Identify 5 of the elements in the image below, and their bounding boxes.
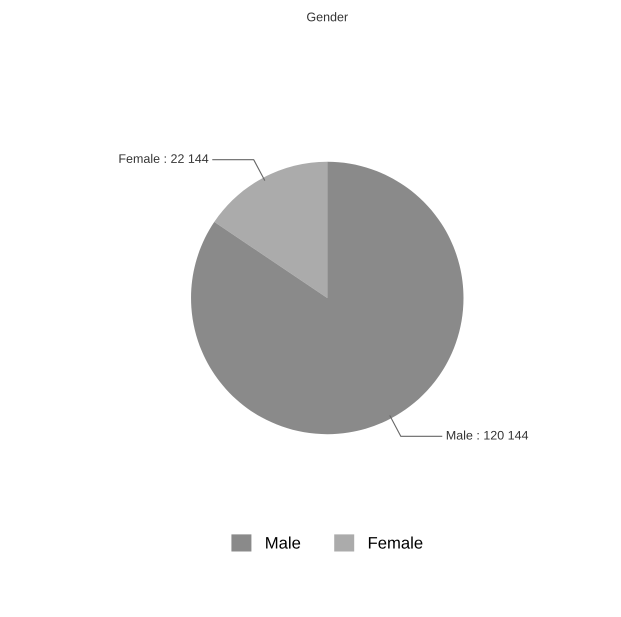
data-label: Female : 22 144 <box>119 154 208 164</box>
chart-title: Gender <box>307 12 348 22</box>
legend-label: Female <box>368 536 422 549</box>
legend-label: Male <box>266 536 300 549</box>
data-label: Male : 120 144 <box>446 430 528 440</box>
